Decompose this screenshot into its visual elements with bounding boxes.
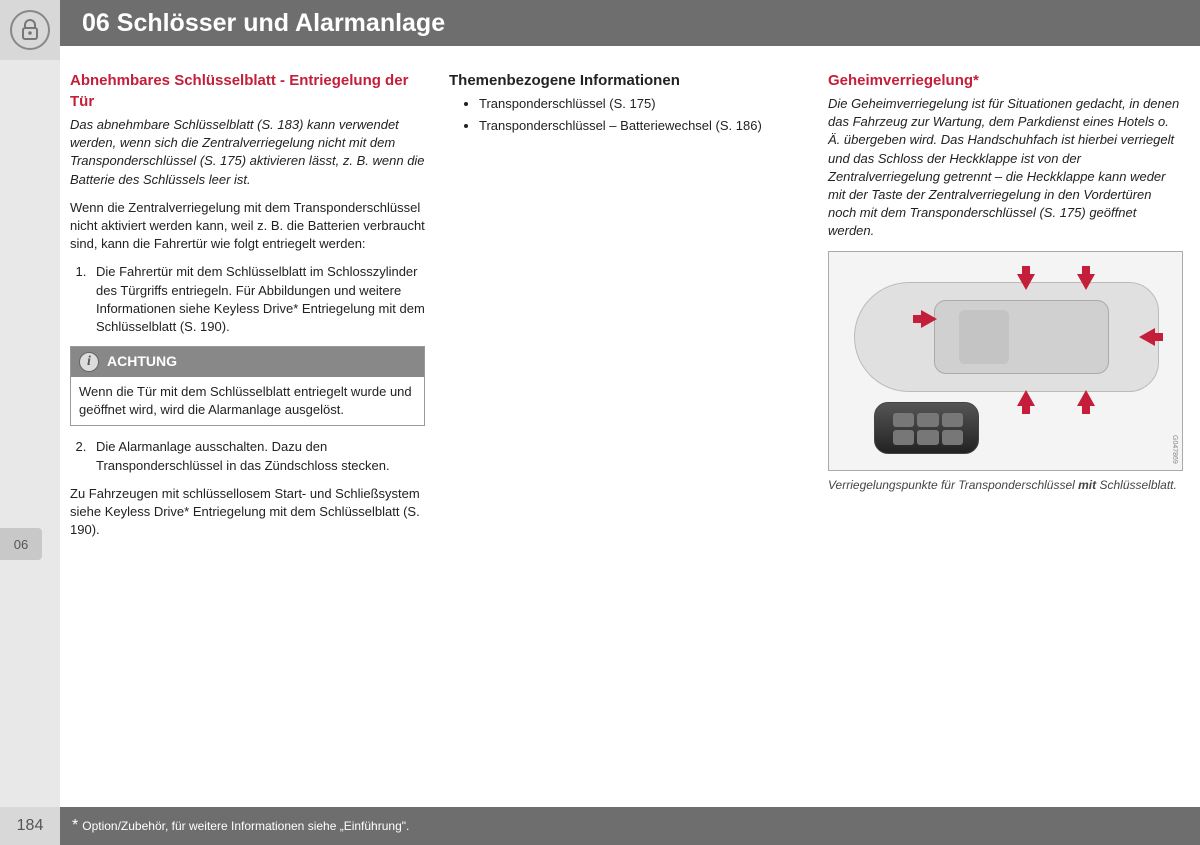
- step-item: Die Fahrertür mit dem Schlüsselblatt im …: [90, 263, 425, 336]
- intro-text: Die Geheimverriegelung ist für Situation…: [828, 95, 1183, 241]
- paragraph: Zu Fahrzeugen mit schlüssellosem Start- …: [70, 485, 425, 540]
- paragraph: Wenn die Zentralverriegelung mit dem Tra…: [70, 199, 425, 254]
- chapter-title: 06 Schlösser und Alarmanlage: [82, 9, 445, 38]
- chapter-header: 06 Schlösser und Alarmanlage: [60, 0, 1200, 46]
- asterisk-icon: *: [72, 817, 78, 835]
- related-links-list: Transponderschlüssel (S. 175) Transponde…: [479, 95, 804, 135]
- page-number: 184: [0, 807, 60, 845]
- info-icon: i: [79, 352, 99, 372]
- keyfob-illustration: [874, 402, 979, 454]
- intro-text: Das abnehmbare Schlüsselblatt (S. 183) k…: [70, 116, 425, 189]
- lock-point-arrow: [1139, 328, 1155, 346]
- column-3: Geheimverriegelung* Die Geheimverriegelu…: [828, 70, 1183, 549]
- page-content: Abnehmbares Schlüsselblatt - Entriegelun…: [70, 70, 1190, 549]
- chapter-icon-badge: [0, 0, 60, 60]
- related-link: Transponderschlüssel – Batteriewechsel (…: [479, 117, 804, 135]
- related-link: Transponderschlüssel (S. 175): [479, 95, 804, 113]
- diagram-caption: Verriegelungspunkte für Transponderschlü…: [828, 477, 1183, 494]
- attention-label: ACHTUNG: [107, 352, 177, 372]
- footnote-bar: * Option/Zubehör, für weitere Informatio…: [60, 807, 1200, 845]
- image-reference: G047869: [1169, 435, 1179, 464]
- lock-icon: [10, 10, 50, 50]
- attention-box: i ACHTUNG Wenn die Tür mit dem Schlüssel…: [70, 346, 425, 426]
- lock-point-arrow: [921, 310, 937, 328]
- lock-point-arrow: [1017, 274, 1035, 290]
- page-footer: 184 * Option/Zubehör, für weitere Inform…: [0, 807, 1200, 845]
- car-sunroof: [959, 310, 1009, 364]
- lock-point-arrow: [1077, 390, 1095, 406]
- attention-header: i ACHTUNG: [71, 347, 424, 377]
- section-title: Themenbezogene Informationen: [449, 70, 804, 91]
- step-item: Die Alarmanlage ausschalten. Dazu den Tr…: [90, 438, 425, 474]
- section-title: Abnehmbares Schlüsselblatt - Entriegelun…: [70, 70, 425, 112]
- car-lock-diagram: G047869: [828, 251, 1183, 471]
- footnote-text: Option/Zubehör, für weitere Informatione…: [82, 819, 409, 833]
- steps-list: Die Fahrertür mit dem Schlüsselblatt im …: [90, 263, 425, 336]
- lock-point-arrow: [1077, 274, 1095, 290]
- column-1: Abnehmbares Schlüsselblatt - Entriegelun…: [70, 70, 425, 549]
- left-margin-strip: [0, 0, 60, 845]
- attention-body: Wenn die Tür mit dem Schlüsselblatt entr…: [71, 377, 424, 425]
- lock-point-arrow: [1017, 390, 1035, 406]
- section-title: Geheimverriegelung*: [828, 70, 1183, 91]
- steps-list-cont: Die Alarmanlage ausschalten. Dazu den Tr…: [90, 438, 425, 474]
- chapter-side-tab: 06: [0, 528, 42, 560]
- column-2: Themenbezogene Informationen Transponder…: [449, 70, 804, 549]
